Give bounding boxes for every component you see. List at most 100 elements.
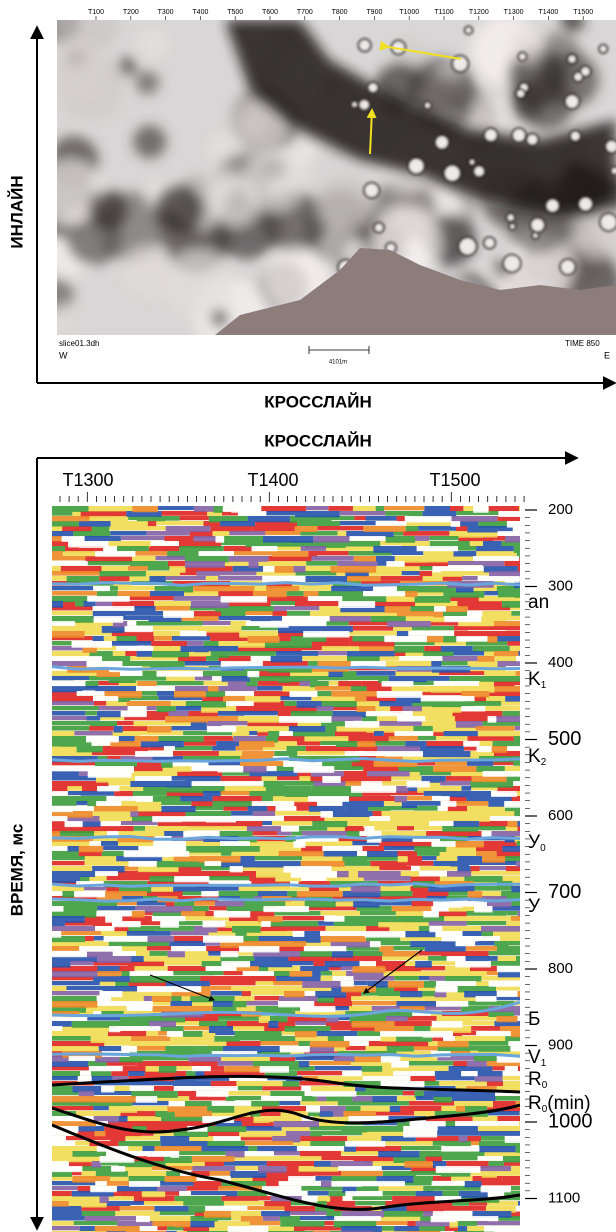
map-texture (298, 140, 317, 159)
x-tick-label: T700 (297, 9, 313, 16)
map-pocket (512, 128, 526, 142)
map-pocket (509, 223, 515, 229)
map-pocket (503, 255, 520, 272)
map-pocket (368, 82, 378, 92)
map-pocket (516, 89, 525, 98)
horizon-label: K2 (528, 746, 547, 768)
map-pocket (599, 45, 607, 53)
map-texture (136, 71, 159, 94)
map-pocket (560, 259, 575, 274)
map-pocket (435, 136, 449, 150)
map-texture (209, 175, 259, 225)
map-pocket (565, 94, 579, 108)
map-texture (133, 125, 166, 158)
map-pocket (465, 27, 472, 34)
map-pocket (484, 237, 495, 248)
file-label: slice01.3dh (59, 339, 99, 348)
horizon-name: K (528, 746, 541, 767)
map-pocket (444, 165, 461, 182)
x-tick-label: T100 (88, 9, 104, 16)
map-texture (136, 27, 168, 59)
horizon-subscript: 1 (541, 680, 547, 691)
map-texture (241, 109, 269, 137)
y-axis-label: ВРЕМЯ, мс (7, 824, 26, 917)
map-pocket (546, 199, 560, 213)
map-texture (118, 57, 137, 76)
horizon-name: У (528, 896, 541, 917)
time-label: TIME 850 (565, 339, 600, 348)
y-tick-label: 700 (548, 881, 581, 903)
map-pocket (474, 166, 485, 177)
x-tick-label: T1400 (538, 9, 558, 16)
map-pocket (570, 131, 580, 141)
x-tick-label: T1300 (504, 9, 524, 16)
y-tick-label: 400 (548, 654, 573, 671)
map-pocket (424, 102, 431, 109)
map-pocket (579, 197, 593, 211)
horizon-label: an (528, 592, 549, 613)
map-pocket (507, 214, 515, 222)
x-tick-label: T1500 (429, 470, 480, 490)
horizon-label: Б (528, 1009, 540, 1030)
horizon-name: K (528, 669, 541, 690)
horizon-name: Б (528, 1009, 540, 1030)
map-pocket (469, 159, 475, 165)
x-tick-label: T1100 (434, 9, 453, 16)
map-pocket (568, 55, 577, 64)
map-pocket (351, 101, 357, 107)
figure: T100T200T300T400T500T600T700T800T900T100… (0, 0, 616, 1232)
map-texture (45, 41, 106, 102)
horizon-label: У0 (528, 832, 546, 854)
y-tick-label: 200 (548, 501, 573, 518)
page: T100T200T300T400T500T600T700T800T900T100… (0, 0, 616, 1232)
west-label: W (59, 350, 68, 360)
horizon-name: У (528, 832, 541, 853)
horizon-name: R (528, 1093, 542, 1114)
map-pocket (459, 238, 477, 256)
y-tick-label: 800 (548, 960, 573, 977)
map-pocket (364, 183, 379, 198)
seismic-section (52, 506, 567, 1232)
map-texture (316, 175, 374, 233)
x-axis-label: КРОССЛАЙН (264, 392, 372, 411)
map-pocket (359, 99, 370, 110)
map-texture (49, 304, 77, 332)
x-tick-label: T300 (158, 9, 174, 16)
horizon-label: R0(min) (528, 1093, 591, 1115)
map-pocket (359, 39, 371, 51)
y-tick-label: 500 (548, 728, 581, 750)
horizon-label: У (528, 896, 541, 917)
x-tick-label: T600 (262, 9, 278, 16)
map-texture (165, 250, 233, 318)
map-pocket (408, 158, 424, 174)
x-tick-label: T900 (366, 9, 382, 16)
x-tick-label: T1500 (573, 9, 593, 16)
horizon-label: V1 (528, 1047, 547, 1069)
horizon-subscript: 1 (541, 1058, 547, 1069)
map-pocket (527, 134, 539, 146)
x-axis-label: КРОССЛАЙН (264, 431, 372, 450)
x-tick-label: T400 (192, 9, 208, 16)
horizon-subscript: 0 (540, 843, 546, 854)
horizon-subscript: 2 (541, 757, 547, 768)
map-texture (510, 28, 544, 62)
x-tick-label: T1200 (469, 9, 489, 16)
map-pocket (611, 167, 616, 175)
horizon-suffix: (min) (547, 1093, 590, 1114)
y-tick-label: 1100 (548, 1189, 580, 1206)
x-tick-label: T500 (227, 9, 243, 16)
map-texture (211, 309, 229, 327)
map-pocket (518, 53, 526, 61)
map-texture (154, 184, 204, 234)
x-tick-label: T1000 (399, 9, 419, 16)
map-pocket (531, 218, 545, 232)
y-axis-label: ИНЛАЙН (7, 175, 26, 248)
horizon-name: R (528, 1069, 542, 1090)
horizon-label: K1 (528, 669, 547, 691)
map-texture (88, 190, 128, 230)
x-tick-label: T200 (123, 9, 139, 16)
map-pocket (374, 223, 384, 233)
y-tick-label: 900 (548, 1036, 573, 1053)
horizon-name: an (528, 592, 549, 613)
